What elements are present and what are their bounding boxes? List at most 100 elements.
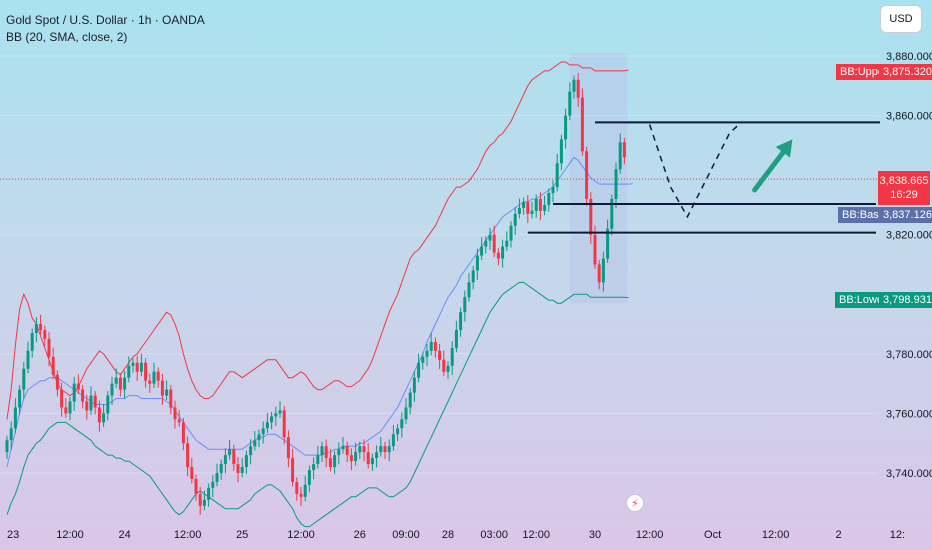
candle-body xyxy=(89,395,93,411)
candle-body xyxy=(5,440,9,453)
candle-body xyxy=(85,401,89,411)
candle-body xyxy=(438,350,442,360)
candle-body xyxy=(173,407,177,420)
candle-body xyxy=(501,246,505,259)
candle-body xyxy=(76,383,80,390)
candle-body xyxy=(400,419,404,429)
indicator-label[interactable]: BB (20, SMA, close, 2) xyxy=(6,30,128,44)
horizontal-levels xyxy=(0,121,880,234)
bb-lower-line xyxy=(6,281,629,528)
candle-body xyxy=(459,312,463,331)
price-axis[interactable]: 3,880.000 3,860.000 3,820.000 3,780.000 3,76… xyxy=(878,0,932,550)
time-tick-label: 03:00 xyxy=(480,529,508,541)
time-tick-label: 12:00 xyxy=(522,529,550,541)
time-tick-label: 2 xyxy=(836,529,842,541)
candle-body xyxy=(39,324,43,331)
forecast-arrow-shaft xyxy=(752,142,791,193)
candle-body xyxy=(253,440,257,447)
time-tick-label: 24 xyxy=(118,529,130,541)
bb-upper-value: 3,875.320 xyxy=(879,64,932,80)
time-tick-label: 12: xyxy=(890,529,905,541)
lightning-icon[interactable]: ⚡ xyxy=(626,494,644,512)
candle-body xyxy=(22,368,26,390)
candle-body xyxy=(429,341,433,351)
candle-body xyxy=(585,151,589,199)
candle-body xyxy=(610,198,614,229)
candle-body xyxy=(265,422,269,429)
candle-body xyxy=(354,452,358,462)
candle-body xyxy=(488,234,492,241)
candle-body xyxy=(484,240,488,247)
candles xyxy=(5,72,626,515)
candle-body xyxy=(337,449,341,456)
candle-body xyxy=(270,416,274,423)
candle-body xyxy=(547,193,551,205)
time-tick-label: 12:00 xyxy=(287,529,315,541)
candle-body xyxy=(534,198,538,211)
bb-upper-line xyxy=(6,61,629,420)
candle-body xyxy=(606,228,610,259)
candle-body xyxy=(614,169,618,199)
candle-body xyxy=(379,446,383,453)
candle-body xyxy=(291,458,295,482)
candle-body xyxy=(622,142,626,158)
candle-body xyxy=(559,139,563,164)
price-tick-label: 3,780.000 xyxy=(886,349,932,361)
candle-body xyxy=(47,338,51,357)
time-tick-label: 12:00 xyxy=(762,529,790,541)
candle-body xyxy=(26,350,30,369)
symbol-title[interactable]: Gold Spot / U.S. Dollar · 1h · OANDA xyxy=(6,13,205,27)
candle-body xyxy=(165,389,169,396)
candle-body xyxy=(118,377,122,390)
candle-body xyxy=(467,282,471,298)
candle-body xyxy=(282,410,286,438)
candle-body xyxy=(307,470,311,485)
currency-button[interactable]: USD xyxy=(880,5,922,33)
candle-body xyxy=(303,484,307,497)
candle-body xyxy=(286,437,290,459)
forecast-path xyxy=(648,120,743,219)
candle-body xyxy=(463,297,467,313)
candle-body xyxy=(257,434,261,441)
candle-body xyxy=(139,362,143,372)
candle-body xyxy=(295,481,299,494)
bb-upper-label: BB:Upper xyxy=(836,64,892,80)
candle-body xyxy=(618,142,622,170)
candle-body xyxy=(135,362,139,372)
candle-body xyxy=(358,446,362,453)
candle-body xyxy=(232,449,236,465)
candle-body xyxy=(442,359,446,372)
candle-body xyxy=(425,350,429,357)
candle-body xyxy=(34,324,38,334)
candle-body xyxy=(202,499,206,506)
candle-body xyxy=(64,407,68,414)
candle-body xyxy=(299,493,303,497)
price-tick-label: 3,820.000 xyxy=(886,230,932,242)
candle-body xyxy=(580,97,584,152)
candle-body xyxy=(51,356,55,375)
candle-body xyxy=(475,255,479,271)
price-tick-label: 3,880.000 xyxy=(886,51,932,63)
candle-body xyxy=(421,356,425,363)
candle-body xyxy=(454,330,458,348)
candle-body xyxy=(383,446,387,453)
candle-body xyxy=(522,201,526,208)
time-axis[interactable]: 23 12:00 24 12:00 25 12:00 26 09:00 28 03:00 12:00… xyxy=(7,529,905,541)
candle-body xyxy=(123,377,127,390)
candle-body xyxy=(249,446,253,456)
bb-lower-value: 3,798.931 xyxy=(879,292,932,308)
candle-body xyxy=(505,240,509,247)
candle-body xyxy=(169,389,173,408)
grid xyxy=(0,55,878,474)
candle-body xyxy=(551,187,555,194)
candle-body xyxy=(43,330,47,339)
bb-basis-label: BB:Basis xyxy=(838,207,891,223)
bb-basis-value: 3,837.126 xyxy=(879,207,932,223)
candle-body xyxy=(274,413,278,417)
candle-body xyxy=(186,443,190,468)
candle-body xyxy=(417,362,421,378)
price-tick-label: 3,860.000 xyxy=(886,111,932,123)
candle-body xyxy=(509,225,513,241)
